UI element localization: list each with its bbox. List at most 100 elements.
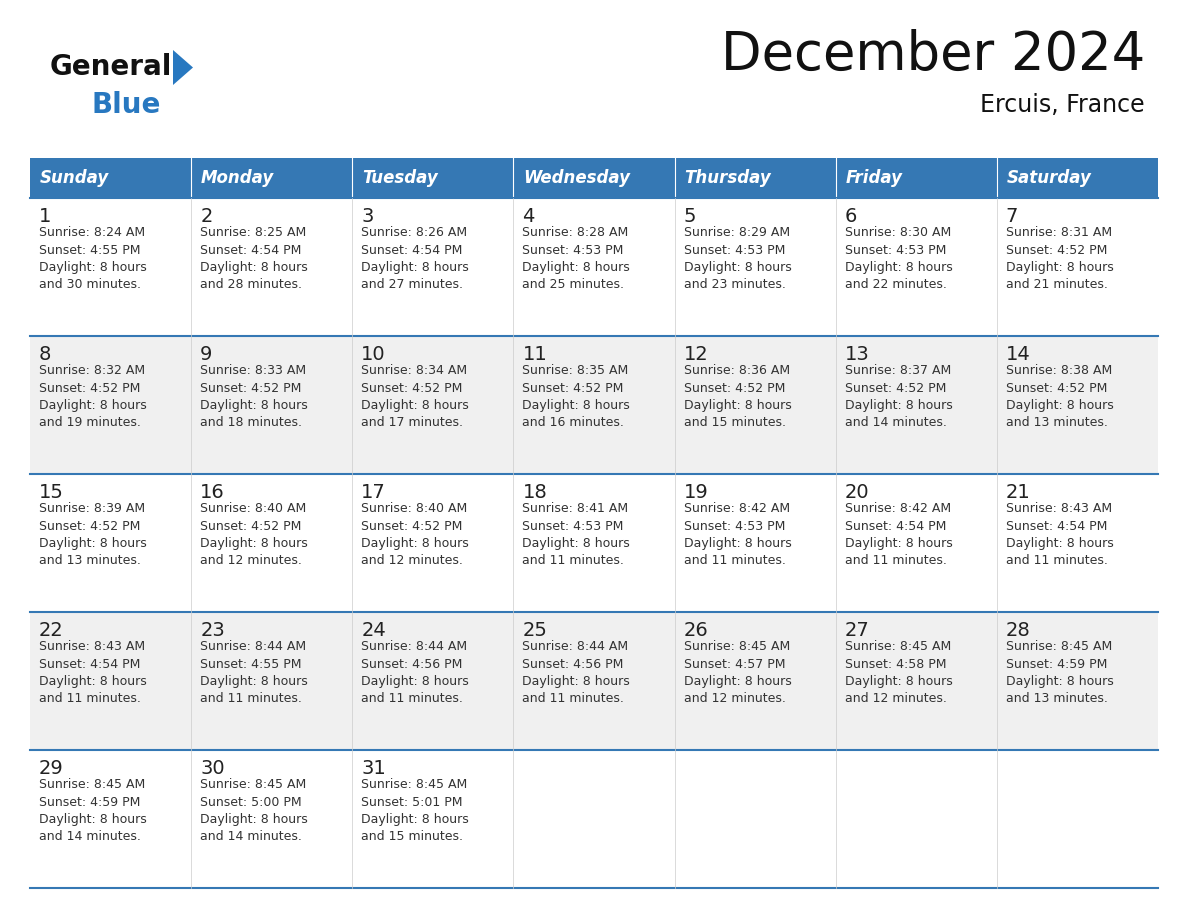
Text: Daylight: 8 hours: Daylight: 8 hours — [200, 675, 308, 688]
Text: and 12 minutes.: and 12 minutes. — [845, 691, 947, 704]
Text: December 2024: December 2024 — [721, 29, 1145, 81]
Text: Sunset: 4:52 PM: Sunset: 4:52 PM — [845, 382, 946, 395]
Bar — [997, 612, 1158, 750]
Bar — [353, 198, 513, 336]
Bar — [353, 158, 513, 198]
Text: Tuesday: Tuesday — [362, 169, 438, 187]
Text: Sunset: 4:55 PM: Sunset: 4:55 PM — [39, 243, 140, 256]
Bar — [191, 474, 353, 612]
Text: Sunset: 4:52 PM: Sunset: 4:52 PM — [523, 382, 624, 395]
Text: Sunrise: 8:26 AM: Sunrise: 8:26 AM — [361, 227, 467, 240]
Text: Sunset: 4:53 PM: Sunset: 4:53 PM — [683, 243, 785, 256]
Text: Sunset: 4:53 PM: Sunset: 4:53 PM — [845, 243, 946, 256]
Bar — [191, 336, 353, 474]
Text: Sunrise: 8:45 AM: Sunrise: 8:45 AM — [845, 641, 950, 654]
Text: and 11 minutes.: and 11 minutes. — [523, 691, 625, 704]
Text: Sunrise: 8:44 AM: Sunrise: 8:44 AM — [361, 641, 467, 654]
Bar — [30, 750, 191, 888]
Text: Daylight: 8 hours: Daylight: 8 hours — [39, 398, 147, 411]
Bar — [353, 336, 513, 474]
Text: Sunrise: 8:43 AM: Sunrise: 8:43 AM — [1006, 502, 1112, 516]
Text: Sunrise: 8:45 AM: Sunrise: 8:45 AM — [39, 778, 145, 791]
Text: Sunrise: 8:37 AM: Sunrise: 8:37 AM — [845, 364, 950, 377]
Text: 4: 4 — [523, 207, 535, 226]
Text: Sunset: 4:52 PM: Sunset: 4:52 PM — [200, 382, 302, 395]
Bar — [513, 474, 675, 612]
Text: 14: 14 — [1006, 344, 1031, 364]
Text: Daylight: 8 hours: Daylight: 8 hours — [523, 675, 630, 688]
Bar — [513, 750, 675, 888]
Text: and 22 minutes.: and 22 minutes. — [845, 277, 947, 290]
Text: Sunrise: 8:24 AM: Sunrise: 8:24 AM — [39, 227, 145, 240]
Bar — [191, 198, 353, 336]
Text: and 15 minutes.: and 15 minutes. — [361, 830, 463, 843]
Text: and 28 minutes.: and 28 minutes. — [200, 277, 302, 290]
Text: and 19 minutes.: and 19 minutes. — [39, 416, 141, 429]
Text: Sunrise: 8:25 AM: Sunrise: 8:25 AM — [200, 227, 307, 240]
Text: Monday: Monday — [201, 169, 274, 187]
Text: Daylight: 8 hours: Daylight: 8 hours — [39, 261, 147, 274]
Text: 11: 11 — [523, 344, 548, 364]
Text: and 11 minutes.: and 11 minutes. — [683, 554, 785, 566]
Text: Daylight: 8 hours: Daylight: 8 hours — [200, 398, 308, 411]
Text: and 11 minutes.: and 11 minutes. — [200, 691, 302, 704]
Text: 15: 15 — [39, 483, 64, 501]
Text: Sunset: 4:54 PM: Sunset: 4:54 PM — [200, 243, 302, 256]
Text: and 17 minutes.: and 17 minutes. — [361, 416, 463, 429]
Bar — [675, 612, 835, 750]
Bar — [513, 336, 675, 474]
Text: Sunrise: 8:42 AM: Sunrise: 8:42 AM — [683, 502, 790, 516]
Text: Sunrise: 8:29 AM: Sunrise: 8:29 AM — [683, 227, 790, 240]
Bar — [353, 750, 513, 888]
Text: Sunrise: 8:45 AM: Sunrise: 8:45 AM — [361, 778, 468, 791]
Text: Daylight: 8 hours: Daylight: 8 hours — [361, 675, 469, 688]
Text: and 16 minutes.: and 16 minutes. — [523, 416, 625, 429]
Text: Sunrise: 8:32 AM: Sunrise: 8:32 AM — [39, 364, 145, 377]
Text: Sunrise: 8:39 AM: Sunrise: 8:39 AM — [39, 502, 145, 516]
Bar — [835, 336, 997, 474]
Text: 23: 23 — [200, 621, 225, 640]
Text: Sunset: 4:52 PM: Sunset: 4:52 PM — [361, 382, 462, 395]
Text: Daylight: 8 hours: Daylight: 8 hours — [523, 398, 630, 411]
Bar — [835, 474, 997, 612]
Text: and 23 minutes.: and 23 minutes. — [683, 277, 785, 290]
Text: Sunset: 4:53 PM: Sunset: 4:53 PM — [523, 520, 624, 532]
Text: 19: 19 — [683, 483, 708, 501]
Text: and 13 minutes.: and 13 minutes. — [1006, 416, 1107, 429]
Text: 24: 24 — [361, 621, 386, 640]
Text: Daylight: 8 hours: Daylight: 8 hours — [845, 398, 953, 411]
Text: and 11 minutes.: and 11 minutes. — [523, 554, 625, 566]
Text: and 12 minutes.: and 12 minutes. — [361, 554, 463, 566]
Bar — [835, 158, 997, 198]
Text: 18: 18 — [523, 483, 548, 501]
Text: and 14 minutes.: and 14 minutes. — [200, 830, 302, 843]
Text: Sunset: 4:53 PM: Sunset: 4:53 PM — [683, 520, 785, 532]
Bar — [191, 750, 353, 888]
Text: Sunrise: 8:30 AM: Sunrise: 8:30 AM — [845, 227, 950, 240]
Text: Thursday: Thursday — [684, 169, 771, 187]
Text: 30: 30 — [200, 758, 225, 778]
Text: Sunset: 4:59 PM: Sunset: 4:59 PM — [39, 796, 140, 809]
Text: and 18 minutes.: and 18 minutes. — [200, 416, 302, 429]
Text: 13: 13 — [845, 344, 870, 364]
Text: Sunrise: 8:41 AM: Sunrise: 8:41 AM — [523, 502, 628, 516]
Text: 28: 28 — [1006, 621, 1031, 640]
Text: and 13 minutes.: and 13 minutes. — [39, 554, 141, 566]
Bar — [997, 198, 1158, 336]
Text: Wednesday: Wednesday — [524, 169, 631, 187]
Text: Daylight: 8 hours: Daylight: 8 hours — [361, 261, 469, 274]
Bar — [30, 336, 191, 474]
Text: Daylight: 8 hours: Daylight: 8 hours — [39, 536, 147, 550]
Text: Daylight: 8 hours: Daylight: 8 hours — [39, 675, 147, 688]
Text: Daylight: 8 hours: Daylight: 8 hours — [845, 675, 953, 688]
Bar — [513, 158, 675, 198]
Text: and 25 minutes.: and 25 minutes. — [523, 277, 625, 290]
Text: Sunset: 4:56 PM: Sunset: 4:56 PM — [523, 657, 624, 670]
Text: and 21 minutes.: and 21 minutes. — [1006, 277, 1107, 290]
Text: Saturday: Saturday — [1007, 169, 1092, 187]
Text: Blue: Blue — [91, 91, 162, 119]
Text: Friday: Friday — [846, 169, 903, 187]
Text: Sunrise: 8:45 AM: Sunrise: 8:45 AM — [1006, 641, 1112, 654]
Text: and 30 minutes.: and 30 minutes. — [39, 277, 141, 290]
Text: Daylight: 8 hours: Daylight: 8 hours — [1006, 398, 1113, 411]
